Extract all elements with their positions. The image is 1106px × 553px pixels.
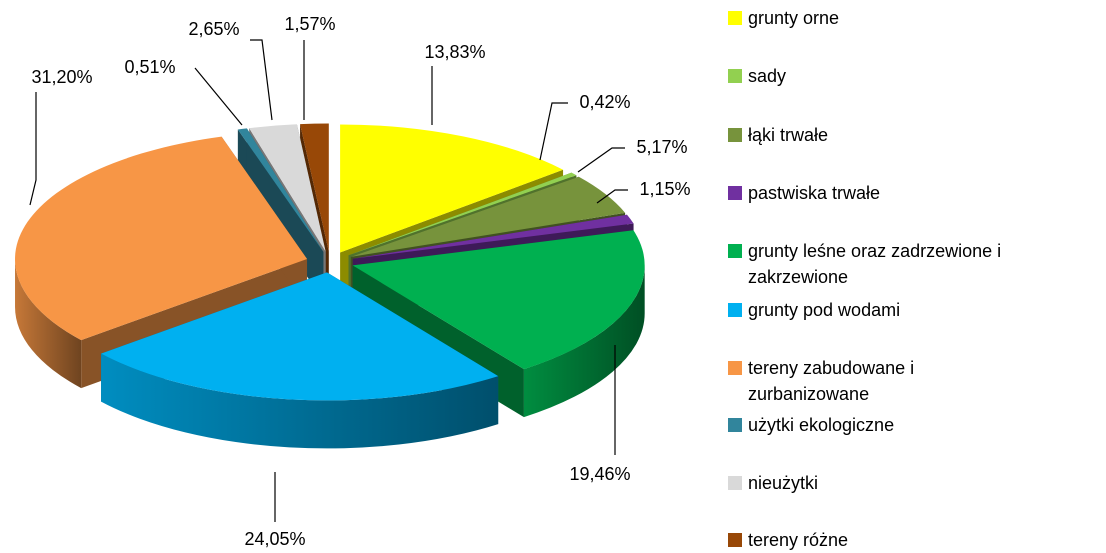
legend-label: pastwiska trwałe [748, 183, 881, 203]
legend-label: grunty pod wodami [748, 300, 901, 320]
data-label: 1,15% [639, 179, 690, 199]
slice [101, 272, 499, 401]
leader-line [250, 39, 273, 121]
data-label: 0,42% [579, 92, 630, 112]
legend-item: sady [728, 63, 1028, 89]
legend-swatch [728, 244, 742, 258]
legend-label: grunty leśne oraz zadrzewione i zakrzewi… [748, 241, 1002, 287]
legend-swatch [728, 361, 742, 375]
leader-line [194, 67, 243, 126]
legend-swatch [728, 186, 742, 200]
slice [249, 124, 326, 252]
data-label: 5,17% [636, 137, 687, 157]
leader-line [577, 147, 625, 173]
slice [300, 123, 329, 252]
legend-item: łąki trwałe [728, 122, 1028, 148]
legend-swatch [728, 303, 742, 317]
data-label: 1,57% [284, 14, 335, 34]
slice [237, 128, 324, 252]
legend-item: grunty orne [728, 5, 1028, 31]
leader-line [29, 92, 37, 206]
slice [352, 214, 634, 259]
legend-swatch [728, 418, 742, 432]
legend-item: użytki ekologiczne [728, 412, 1028, 438]
legend-swatch [728, 476, 742, 490]
legend-swatch [728, 11, 742, 25]
slice [348, 172, 577, 256]
legend-item: grunty leśne oraz zadrzewione i zakrzewi… [728, 238, 1028, 290]
legend-item: grunty pod wodami [728, 297, 1028, 323]
slice-wall [15, 258, 82, 389]
legend-label: grunty orne [748, 8, 840, 28]
slice [340, 124, 564, 253]
slice-wall [101, 353, 499, 449]
legend-label: łąki trwałe [748, 125, 829, 145]
legend-item: nieużytki [728, 470, 1028, 496]
legend-label: sady [748, 66, 787, 86]
legend-label: tereny różne [748, 530, 849, 550]
legend-swatch [728, 533, 742, 547]
legend-label: nieużytki [748, 473, 819, 493]
data-label: 13,83% [424, 42, 485, 62]
leader-line [596, 189, 628, 204]
legend-item: pastwiska trwałe [728, 180, 1028, 206]
legend-label: użytki ekologiczne [748, 415, 895, 435]
legend-item: tereny zabudowane i zurbanizowane [728, 355, 1028, 407]
legend-item: tereny różne [728, 527, 1028, 553]
data-label: 2,65% [188, 19, 239, 39]
leader-line [539, 102, 568, 161]
data-label: 19,46% [569, 464, 630, 484]
slice [350, 176, 626, 257]
data-label: 24,05% [244, 529, 305, 549]
data-label: 0,51% [124, 57, 175, 77]
legend-swatch [728, 69, 742, 83]
data-label: 31,20% [31, 67, 92, 87]
slice [352, 230, 645, 370]
slice [15, 136, 308, 341]
chart: 13,83% 0,42% 5,17% 1,15% 19,46% 24,05% 31,20% 0… [15, 14, 691, 549]
slice-wall [523, 265, 645, 418]
legend-label: tereny zabudowane i zurbanizowane [748, 358, 915, 404]
legend-swatch [728, 128, 742, 142]
